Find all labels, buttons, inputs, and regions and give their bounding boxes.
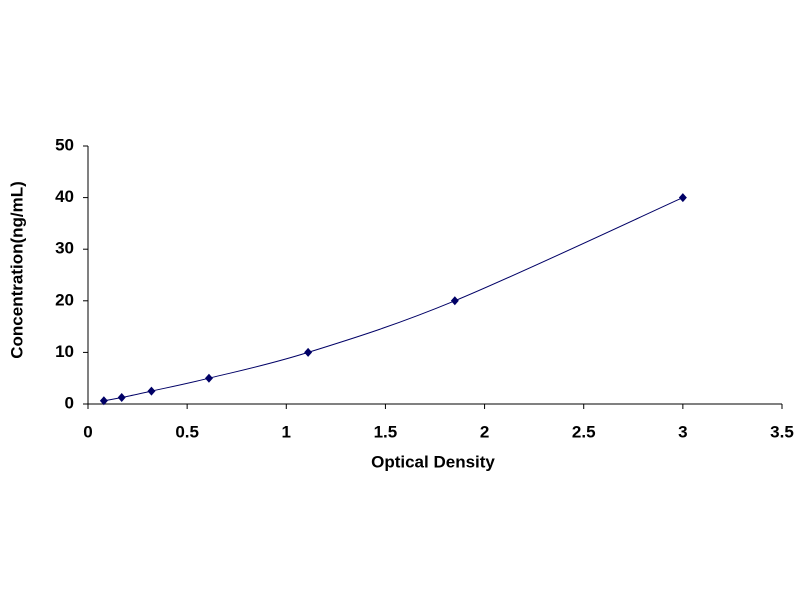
x-tick-label: 2.5 xyxy=(572,422,596,441)
data-point xyxy=(117,393,126,403)
data-point xyxy=(204,373,213,383)
y-tick-label: 40 xyxy=(55,187,74,206)
y-tick-label: 20 xyxy=(55,290,74,309)
x-tick-label: 1.5 xyxy=(374,422,398,441)
y-tick-label: 10 xyxy=(55,342,74,361)
x-tick-label: 0 xyxy=(83,422,92,441)
y-axis-title: Concentration(ng/mL) xyxy=(7,181,26,359)
data-point xyxy=(99,396,108,406)
data-point xyxy=(147,386,156,396)
x-tick-label: 3.5 xyxy=(770,422,794,441)
x-tick-label: 0.5 xyxy=(175,422,199,441)
data-point xyxy=(678,193,687,203)
trend-line xyxy=(103,197,684,402)
y-tick-label: 30 xyxy=(55,239,74,258)
y-tick-label: 0 xyxy=(65,393,74,412)
x-tick-label: 1 xyxy=(282,422,291,441)
x-tick-label: 3 xyxy=(678,422,687,441)
x-tick-label: 2 xyxy=(480,422,489,441)
data-point xyxy=(304,347,313,357)
y-tick-label: 50 xyxy=(55,135,74,154)
data-point xyxy=(450,296,459,306)
x-axis-title: Optical Density xyxy=(371,452,495,471)
